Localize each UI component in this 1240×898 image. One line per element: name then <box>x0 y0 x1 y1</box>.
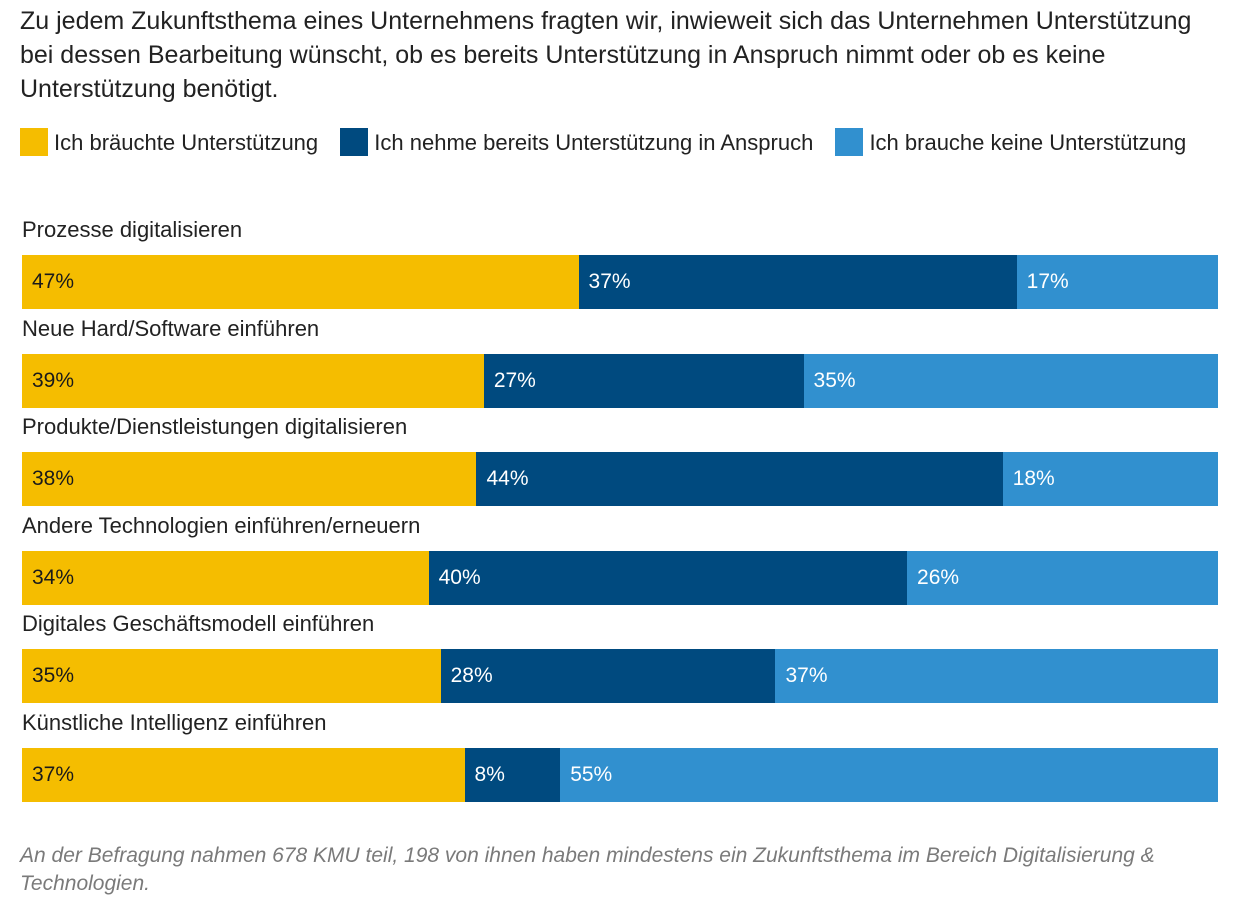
bar-row: Künstliche Intelligenz einführen 37% 8% 55% <box>22 705 1218 803</box>
bar-segment: 34% <box>22 550 429 605</box>
bar-segment: 37% <box>775 649 1218 704</box>
legend-item-already-support: Ich nehme bereits Unterstützung in Anspr… <box>340 128 819 156</box>
data-label: 18% <box>1012 467 1055 491</box>
bar-row: Produkte/Dienstleistungen digitalisieren… <box>22 409 1218 507</box>
bar-row: Andere Technologien einführen/erneuern 34… <box>22 508 1218 606</box>
bar-segment: 40% <box>428 550 908 605</box>
legend-swatch-need-support <box>20 128 48 156</box>
stacked-bar: 47% 37% 17% <box>22 255 1218 309</box>
category-label: Digitales Geschäftsmodell einführen <box>22 611 375 637</box>
stacked-bar: 39% 27% 35% <box>22 353 1218 408</box>
bar-segment: 27% <box>483 353 804 408</box>
data-label: 34% <box>32 565 75 589</box>
data-label: 35% <box>32 664 75 688</box>
category-label: Künstliche Intelligenz einführen <box>22 710 327 735</box>
legend-label-need-support: Ich bräuchte Unterstützung <box>54 130 319 155</box>
data-label: 40% <box>438 565 481 589</box>
data-label: 47% <box>32 270 75 293</box>
category-label: Neue Hard/Software einführen <box>22 315 320 341</box>
data-label: 27% <box>493 368 536 392</box>
bar-segment: 55% <box>560 748 1218 802</box>
bar-segment: 38% <box>22 452 477 507</box>
data-label: 37% <box>785 664 828 688</box>
data-label: 35% <box>813 368 856 392</box>
bar-row: Neue Hard/Software einführen 39% 27% 35% <box>22 311 1218 409</box>
data-label: 44% <box>486 467 529 491</box>
legend-label-no-support: Ich brauche keine Unterstützung <box>869 130 1187 155</box>
bar-segment: 8% <box>464 748 561 802</box>
legend-item-need-support: Ich bräuchte Unterstützung <box>20 128 324 156</box>
category-label: Produkte/Dienstleistungen digitalisieren <box>22 414 408 440</box>
data-label: 55% <box>570 763 613 786</box>
data-label: 39% <box>32 368 75 392</box>
legend-label-already-support: Ich nehme bereits Unterstützung in Anspr… <box>374 130 814 155</box>
data-label: 8% <box>474 763 505 786</box>
bar-segment: 44% <box>476 452 1003 507</box>
legend-item-no-support: Ich brauche keine Unterstützung <box>835 128 1187 156</box>
bar-segment: 47% <box>22 255 579 309</box>
data-label: 37% <box>588 270 631 293</box>
bar-segment: 37% <box>578 255 1017 309</box>
stacked-bar: 35% 28% 37% <box>22 649 1218 704</box>
bar-segment: 28% <box>440 649 776 704</box>
data-label: 37% <box>32 763 75 786</box>
bar-segment: 18% <box>1002 452 1218 507</box>
data-label: 26% <box>917 565 960 589</box>
stacked-bar: 37% 8% 55% <box>22 748 1218 802</box>
category-label: Prozesse digitalisieren <box>22 217 243 242</box>
data-label: 28% <box>450 664 493 688</box>
bar-segment: 35% <box>803 353 1218 408</box>
bar-segment: 39% <box>22 353 484 408</box>
legend: Ich bräuchte Unterstützung Ich nehme ber… <box>20 126 1220 160</box>
data-label: 38% <box>32 467 75 491</box>
category-label: Andere Technologien einführen/erneuern <box>22 512 421 538</box>
stacked-bar: 34% 40% 26% <box>22 550 1218 605</box>
chart-subtitle: Zu jedem Zukunftsthema eines Unternehmen… <box>20 7 1192 103</box>
bar-row: Digitales Geschäftsmodell einführen 35% 28… <box>22 606 1218 704</box>
legend-swatch-no-support <box>835 128 864 156</box>
legend-swatch-already-support <box>340 128 369 156</box>
data-label: 17% <box>1026 270 1069 293</box>
bar-segment: 26% <box>907 550 1218 605</box>
bar-segment: 37% <box>22 748 465 802</box>
bar-segment: 35% <box>22 649 441 704</box>
stacked-bar: 38% 44% 18% <box>22 452 1218 507</box>
bar-segment: 17% <box>1016 255 1218 309</box>
footnote: An der Befragung nahmen 678 KMU teil, 19… <box>20 844 1155 895</box>
bar-row: Prozesse digitalisieren 47% 37% 17% <box>22 212 1218 310</box>
